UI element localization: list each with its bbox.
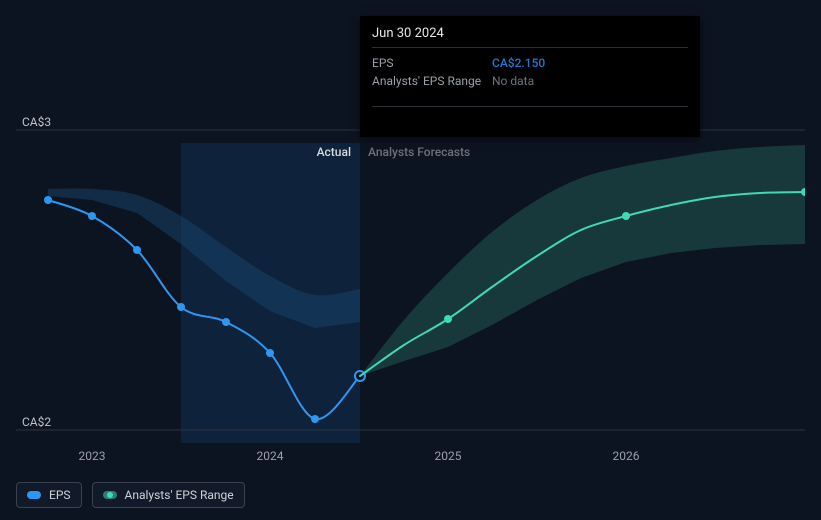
tooltip-key: EPS bbox=[372, 56, 492, 70]
eps-marker bbox=[311, 415, 319, 423]
x-axis-label: 2024 bbox=[257, 449, 284, 463]
legend-swatch bbox=[103, 491, 117, 499]
chart-legend: EPS Analysts' EPS Range bbox=[16, 482, 245, 508]
tooltip-divider bbox=[372, 106, 688, 107]
tooltip-row: EPSCA$2.150 bbox=[372, 54, 688, 72]
x-axis-label: 2026 bbox=[613, 449, 640, 463]
forecast-range-band bbox=[360, 145, 805, 376]
tooltip-value: No data bbox=[492, 74, 534, 88]
forecast-marker bbox=[444, 315, 452, 323]
tooltip-value: CA$2.150 bbox=[492, 56, 545, 70]
x-axis-label: 2023 bbox=[79, 449, 106, 463]
tooltip-row: Analysts' EPS RangeNo data bbox=[372, 72, 688, 90]
y-axis-label: CA$2 bbox=[22, 415, 51, 429]
eps-marker bbox=[88, 212, 96, 220]
legend-dot bbox=[107, 492, 113, 498]
section-label-forecast: Analysts Forecasts bbox=[368, 145, 470, 159]
forecast-marker bbox=[622, 212, 630, 220]
eps-marker bbox=[133, 246, 141, 254]
eps-marker bbox=[177, 303, 185, 311]
chart-tooltip: Jun 30 2024 EPSCA$2.150Analysts' EPS Ran… bbox=[360, 16, 700, 137]
eps-marker bbox=[266, 349, 274, 357]
legend-dot bbox=[31, 492, 37, 498]
legend-item[interactable]: EPS bbox=[16, 482, 82, 508]
tooltip-date: Jun 30 2024 bbox=[372, 26, 688, 48]
tooltip-key: Analysts' EPS Range bbox=[372, 74, 492, 88]
legend-label: Analysts' EPS Range bbox=[125, 488, 234, 502]
y-axis-label: CA$3 bbox=[22, 115, 51, 129]
x-axis-label: 2025 bbox=[435, 449, 462, 463]
legend-item[interactable]: Analysts' EPS Range bbox=[92, 482, 245, 508]
section-label-actual: Actual bbox=[317, 145, 351, 159]
eps-marker bbox=[44, 196, 52, 204]
eps-marker bbox=[222, 318, 230, 326]
legend-swatch bbox=[27, 491, 41, 499]
legend-label: EPS bbox=[49, 488, 71, 502]
